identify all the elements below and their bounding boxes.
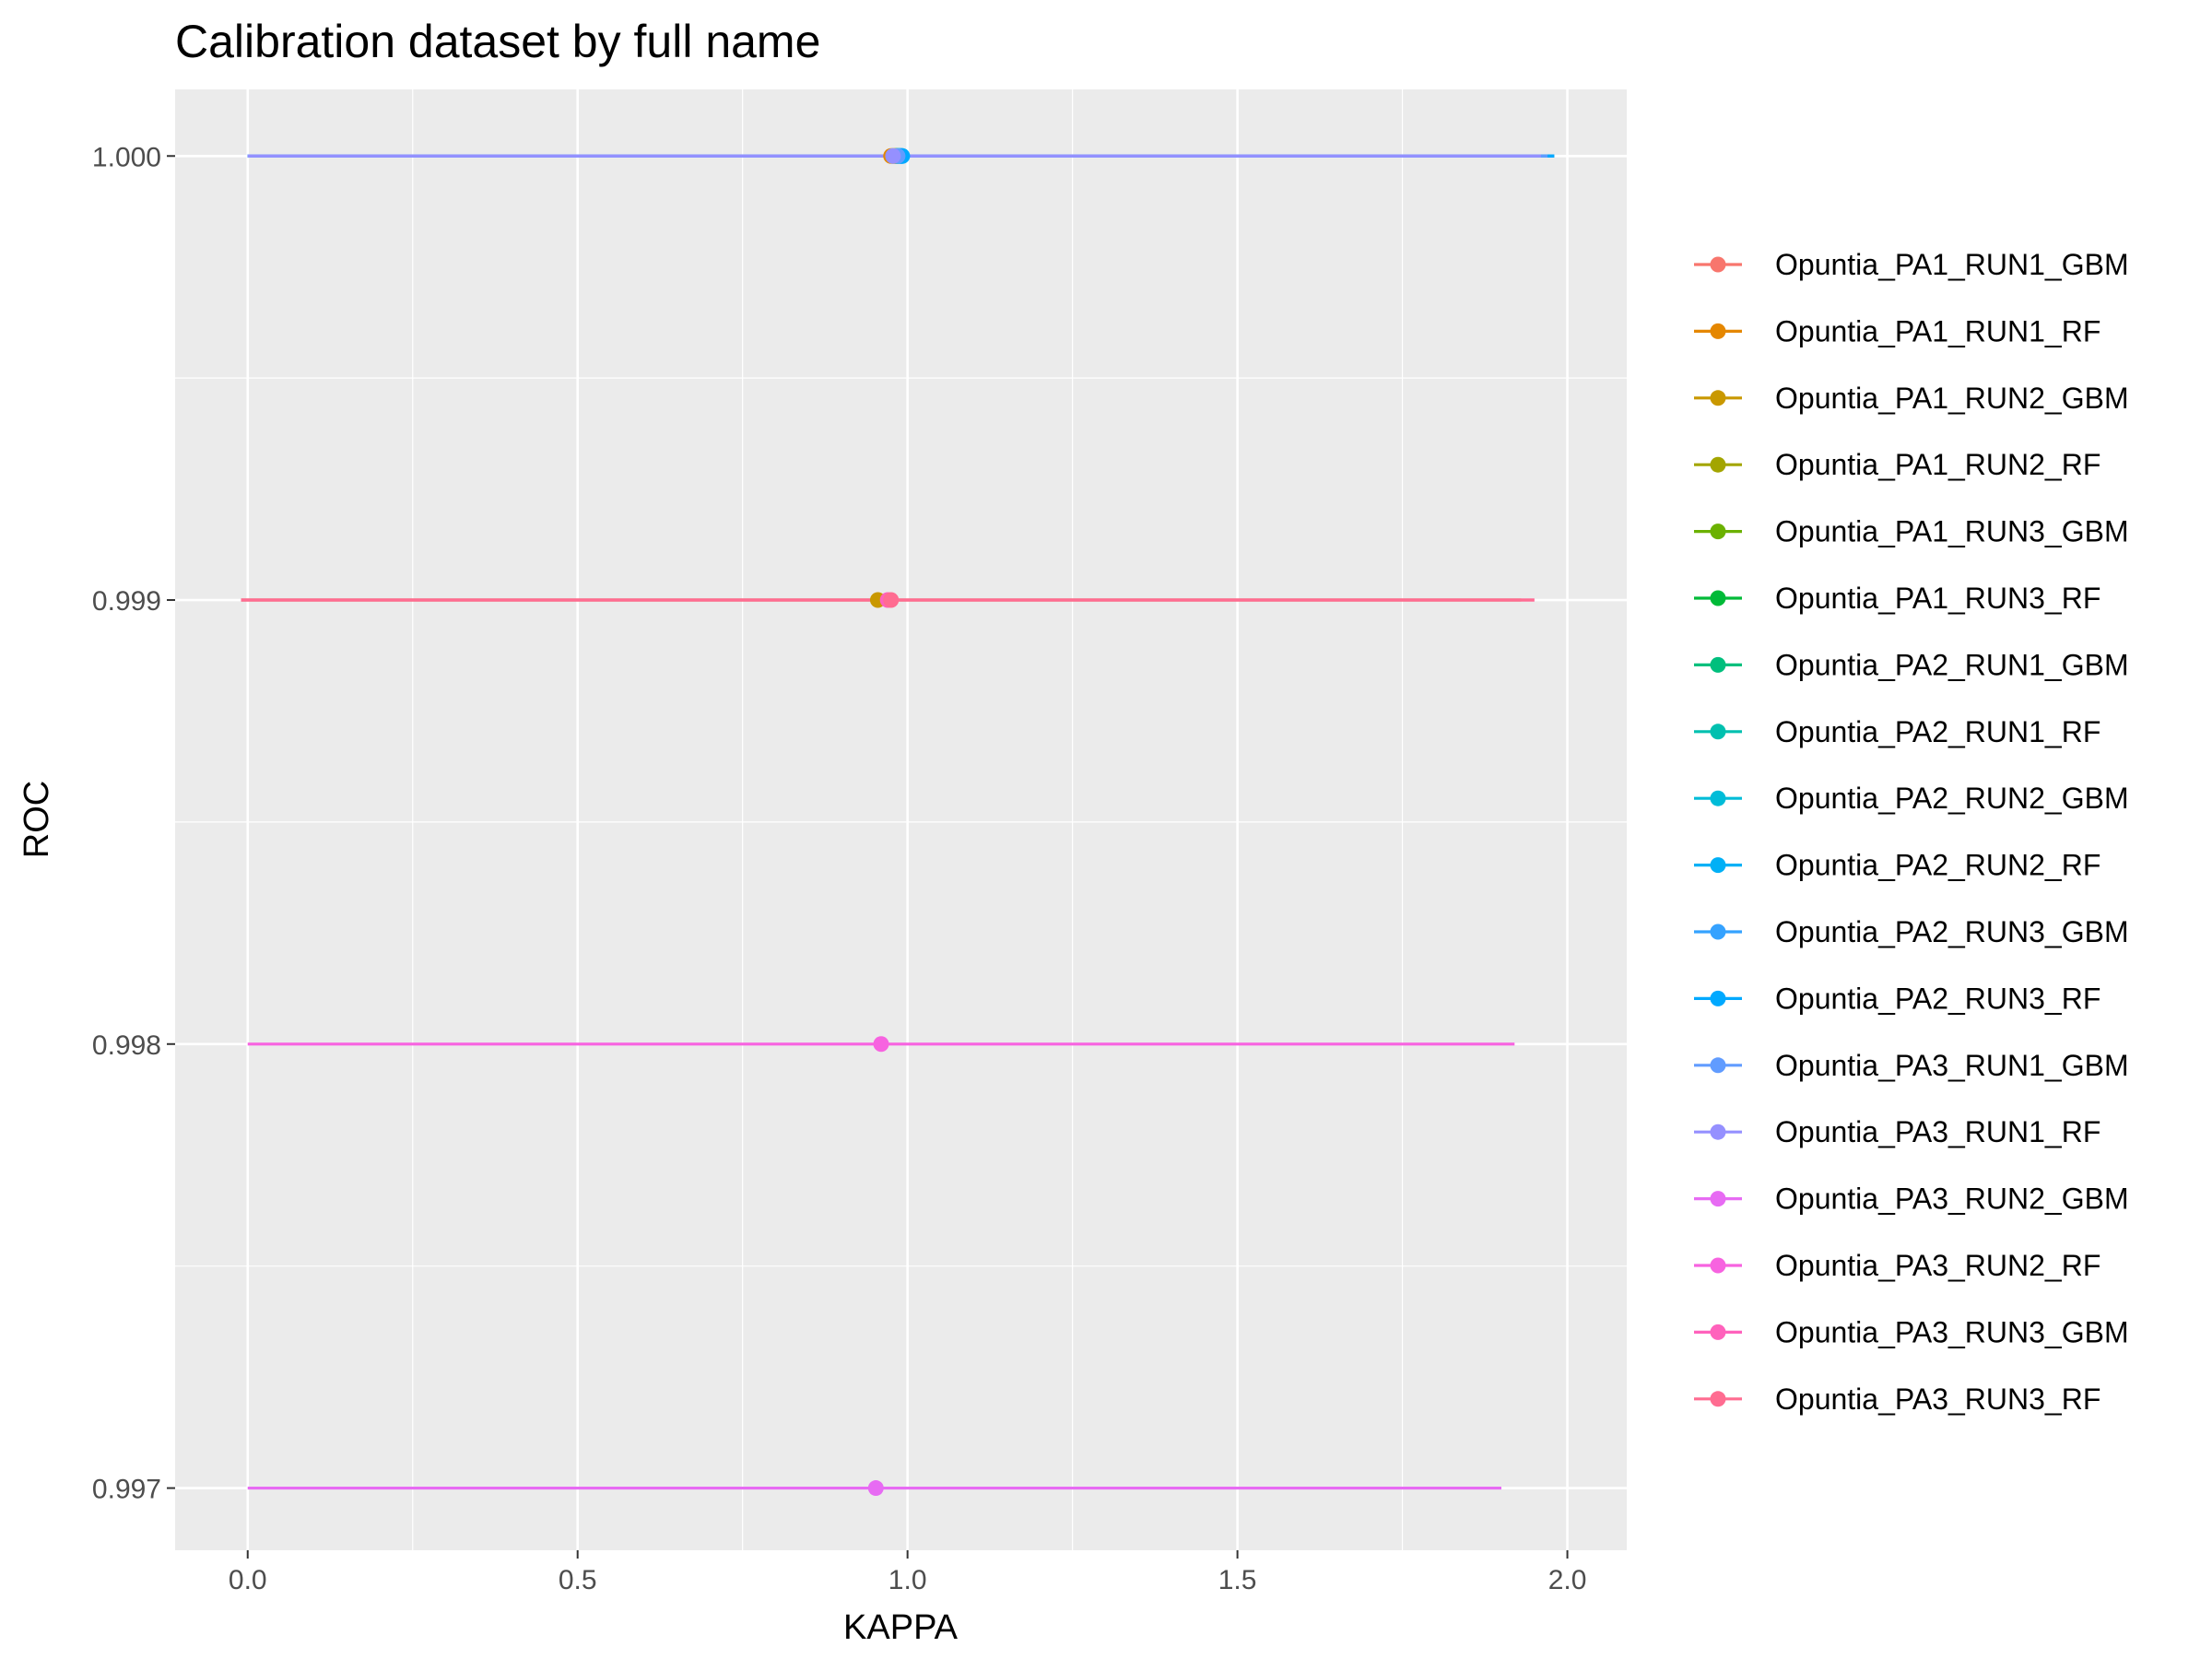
legend-label: Opuntia_PA2_RUN1_GBM [1775,648,2129,681]
y-axis-label: ROC [18,781,56,858]
chart-title: Calibration dataset by full name [175,16,820,67]
y-axis: 0.997 0.998 0.999 1.000 [92,142,175,1505]
legend-label: Opuntia_PA3_RUN3_GBM [1775,1315,2129,1348]
x-tick-label: 1.5 [1218,1565,1257,1595]
x-tick-label: 0.0 [229,1565,267,1595]
legend-key-point [1710,1257,1726,1274]
legend-key-point [1710,724,1726,740]
x-tick-label: 2.0 [1548,1565,1587,1595]
series-points [867,147,911,1497]
y-tick-label: 0.997 [92,1475,161,1505]
x-tick-label: 0.5 [559,1565,597,1595]
x-tick-label: 1.0 [888,1565,927,1595]
plot-panel [175,89,1627,1550]
legend-key-point [1710,1324,1726,1340]
minor-gridlines [175,89,1627,1550]
legend-key-point [1710,524,1726,540]
x-axis-label: KAPPA [843,1608,959,1647]
x-axis: 0.0 0.5 1.0 1.5 2.0 [229,1550,1587,1595]
legend-label: Opuntia_PA1_RUN3_GBM [1775,515,2129,548]
legend-key-point [1710,456,1726,473]
legend-key-point [1710,924,1726,940]
legend-key-point [1710,1191,1726,1207]
legend-label: Opuntia_PA3_RUN1_RF [1775,1115,2100,1148]
legend-label: Opuntia_PA1_RUN1_GBM [1775,248,2129,281]
legend-key-point [1710,656,1726,673]
legend-label: Opuntia_PA1_RUN2_GBM [1775,382,2129,415]
data-point [873,1036,889,1053]
legend-label: Opuntia_PA2_RUN3_GBM [1775,915,2129,948]
legend-label: Opuntia_PA1_RUN2_RF [1775,448,2100,481]
legend-key-point [1710,990,1726,1006]
legend-key-point [1710,256,1726,273]
legend-key-point [1710,790,1726,806]
legend-label: Opuntia_PA2_RUN3_RF [1775,982,2100,1015]
legend-key-point [1710,390,1726,406]
legend-label: Opuntia_PA3_RUN3_RF [1775,1382,2100,1416]
legend-key-point [1710,1057,1726,1074]
data-point [883,592,900,608]
legend: Opuntia_PA1_RUN1_GBM Opuntia_PA1_RUN1_RF O… [1694,248,2129,1416]
legend-key-point [1710,857,1726,874]
legend-label: Opuntia_PA2_RUN2_GBM [1775,782,2129,815]
legend-key-point [1710,590,1726,606]
legend-key-point [1710,1124,1726,1140]
y-tick-label: 0.998 [92,1030,161,1061]
y-tick-label: 0.999 [92,586,161,617]
legend-label: Opuntia_PA3_RUN1_GBM [1775,1049,2129,1082]
legend-label: Opuntia_PA3_RUN2_RF [1775,1249,2100,1282]
legend-label: Opuntia_PA2_RUN2_RF [1775,849,2100,882]
data-point [867,1480,884,1497]
legend-label: Opuntia_PA2_RUN1_RF [1775,715,2100,748]
legend-key-point [1710,323,1726,339]
legend-label: Opuntia_PA1_RUN3_RF [1775,582,2100,615]
legend-label: Opuntia_PA3_RUN2_GBM [1775,1182,2129,1216]
legend-label: Opuntia_PA1_RUN1_RF [1775,314,2100,347]
y-tick-label: 1.000 [92,142,161,172]
legend-key-point [1710,1391,1726,1407]
data-point [885,147,901,164]
